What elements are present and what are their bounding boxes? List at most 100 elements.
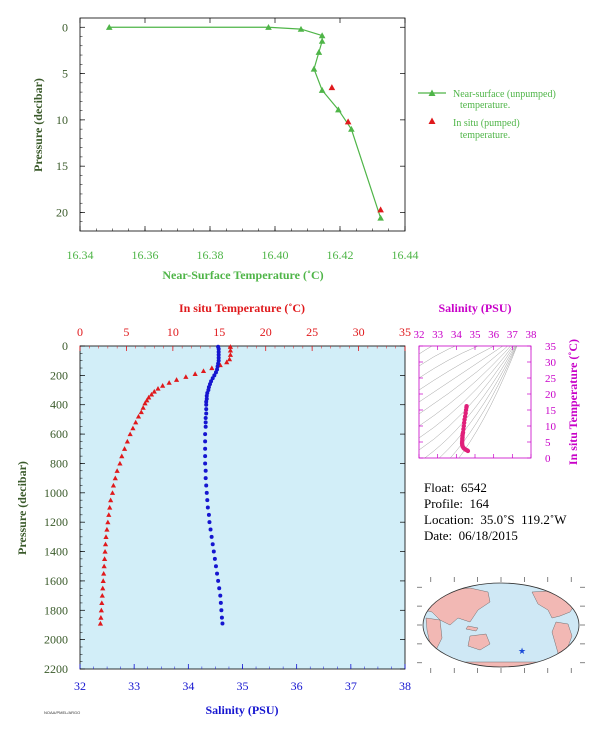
pressure-tick-label: 1800 <box>44 603 68 617</box>
salinity-profile-point <box>216 349 221 354</box>
temperature-profile-point <box>173 377 180 382</box>
pressure-tick-label: 1400 <box>44 545 68 559</box>
float-info: Float: 6542 Profile: 164 Location: 35.0˚… <box>424 480 567 544</box>
temperature-tick-label: 10 <box>167 325 179 339</box>
salinity-profile-point <box>207 520 212 525</box>
ts-salinity-tick-label: 32 <box>414 329 425 341</box>
unpumped-temperature-point <box>335 106 342 113</box>
ts-diagram-title: Salinity (PSU) <box>438 301 511 315</box>
salinity-profile-point <box>210 542 215 547</box>
salinity-profile-point <box>216 352 221 357</box>
salinity-profile-point <box>215 571 220 576</box>
salinity-profile-point <box>218 600 223 605</box>
temperature-profile-point <box>103 534 109 539</box>
top-ytick-label: 10 <box>56 113 68 127</box>
salinity-tick-label: 34 <box>182 679 194 693</box>
unpumped-temperature-point <box>310 65 318 72</box>
pressure-tick-label: 2200 <box>44 662 68 676</box>
profile-chart-series <box>97 344 234 626</box>
unpumped-temperature-point <box>105 23 113 30</box>
top-xtick-label: 16.42 <box>327 248 354 262</box>
near-surface-temperature-chart: 16.34 16.36 16.38 16.40 16.42 16.44 0 5 10 15 20 N… <box>31 17 556 282</box>
salinity-profile-point <box>211 549 216 554</box>
isopycnal-contour <box>419 346 495 391</box>
salinity-profile-point <box>203 432 208 437</box>
temperature-profile-point <box>155 385 161 391</box>
salinity-profile-point <box>213 370 218 375</box>
salinity-profile-point <box>203 468 208 473</box>
ts-temperature-tick-label: 5 <box>545 437 551 449</box>
salinity-profile-point <box>216 578 221 583</box>
top-ytick-label: 15 <box>56 159 68 173</box>
top-xtick-label: 16.40 <box>262 248 289 262</box>
profile-number: Profile: 164 <box>424 496 489 511</box>
ts-salinity-tick-label: 36 <box>488 329 500 341</box>
legend-marker-pumped <box>428 117 436 124</box>
temperature-tick-label: 25 <box>306 325 318 339</box>
temperature-profile-point <box>146 394 152 400</box>
temperature-profile-point <box>192 371 198 376</box>
pressure-tick-label: 1200 <box>44 515 68 529</box>
temperature-profile-point <box>121 446 128 451</box>
temperature-tick-label: 0 <box>77 325 83 339</box>
isopycnal-contour <box>458 346 518 458</box>
float-id: Float: 6542 <box>424 480 487 495</box>
top-chart-series <box>105 23 384 221</box>
ts-temperature-tick-label: 15 <box>545 405 557 417</box>
salinity-profile-point <box>204 399 209 404</box>
legend-label-pumped-1: In situ (pumped) <box>453 118 520 129</box>
salinity-profile-point <box>217 586 222 591</box>
temperature-profile-point <box>102 548 108 554</box>
ts-salinity-tick-label: 34 <box>451 329 463 341</box>
ts-diagram-series <box>459 403 471 454</box>
profile-bottom-xlabel: Salinity (PSU) <box>205 703 278 717</box>
temperature-profile-point <box>227 347 234 353</box>
profile-chart-background <box>80 346 405 669</box>
top-ytick-label: 5 <box>62 67 68 81</box>
unpumped-temperature-point <box>318 86 326 93</box>
isopycnal-contour <box>419 346 509 415</box>
ts-diagram: 32 33 34 35 36 37 38 0 5 10 15 20 25 30 35 Salinity (P… <box>414 301 581 465</box>
unpumped-temperature-point <box>348 125 355 132</box>
isopycnal-contour <box>419 346 504 403</box>
isopycnal-contour <box>450 346 517 458</box>
salinity-profile-point <box>203 461 208 466</box>
salinity-tick-label: 36 <box>291 679 303 693</box>
pressure-tick-label: 400 <box>50 398 68 412</box>
temperature-profile-point <box>114 468 120 473</box>
temperature-tick-label: 5 <box>123 325 129 339</box>
isopycnal-contour <box>419 346 511 427</box>
legend-label-unpumped-1: Near-surface (unpumped) <box>453 89 556 100</box>
salinity-profile-point <box>203 439 208 444</box>
temperature-profile-point <box>124 438 130 444</box>
ts-point <box>463 407 469 413</box>
map-graticule-ticks <box>417 577 585 673</box>
salinity-profile-point <box>204 407 209 412</box>
ts-point <box>462 417 467 422</box>
temperature-profile-point <box>148 391 155 397</box>
temperature-profile-point <box>109 490 116 495</box>
salinity-profile-point <box>203 476 208 481</box>
top-xtick-label: 16.34 <box>67 248 94 262</box>
salinity-profile-point <box>203 424 208 429</box>
ts-temperature-tick-label: 10 <box>545 421 557 433</box>
profile-top-xlabel: In situ Temperature (˚C) <box>179 301 305 315</box>
temperature-profile-point <box>102 541 109 547</box>
ts-point <box>461 420 467 425</box>
temperature-profile-point <box>130 425 136 431</box>
float-location-star-icon: ★ <box>518 646 526 656</box>
pressure-tick-label: 2000 <box>44 633 68 647</box>
pressure-tick-label: 800 <box>50 456 68 470</box>
ts-point <box>461 423 466 429</box>
temperature-profile-point <box>107 504 113 510</box>
ts-density-contours <box>419 346 518 458</box>
salinity-profile-point <box>213 564 218 569</box>
pressure-tick-label: 200 <box>50 368 68 382</box>
ts-salinity-tick-label: 38 <box>526 329 538 341</box>
ts-diagram-ylabel: In situ Temperature (˚C) <box>566 339 580 465</box>
temperature-profile-point <box>209 365 215 371</box>
temperature-profile-point <box>100 585 106 591</box>
salinity-profile-point <box>208 527 213 532</box>
salinity-profile-point <box>210 376 215 381</box>
